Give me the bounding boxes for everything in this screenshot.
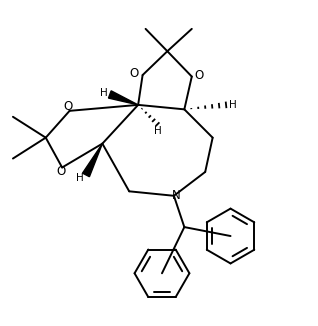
- Text: O: O: [56, 165, 65, 178]
- Text: H: H: [100, 88, 108, 98]
- Polygon shape: [83, 144, 102, 177]
- Text: H: H: [154, 126, 161, 136]
- Text: O: O: [64, 100, 73, 113]
- Text: N: N: [172, 189, 181, 202]
- Text: H: H: [76, 173, 83, 183]
- Polygon shape: [108, 91, 138, 105]
- Text: H: H: [229, 100, 237, 110]
- Text: O: O: [195, 68, 204, 82]
- Text: O: O: [130, 67, 139, 80]
